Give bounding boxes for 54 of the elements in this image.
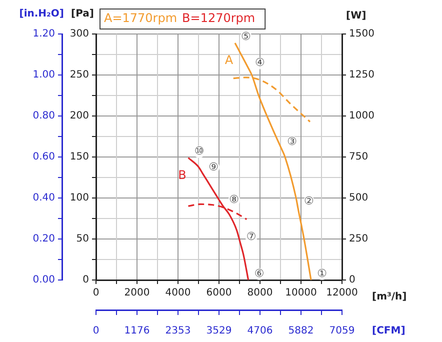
- x-tick-label: 0: [92, 288, 100, 299]
- y2-tick-label: 0: [349, 274, 356, 286]
- y3-tick-label: 1.00: [32, 70, 55, 81]
- annotation: ②: [304, 194, 314, 208]
- annotation: ④: [254, 56, 265, 70]
- y2-tick-label: 1000: [349, 110, 374, 122]
- y-tick-label: 150: [70, 152, 89, 163]
- x-tick-label: 6000: [206, 288, 232, 299]
- text: B=1270rpm: [182, 11, 256, 26]
- annotation: ⑨: [208, 160, 219, 174]
- series-label: B: [178, 168, 186, 182]
- y-tick-label: 100: [70, 192, 89, 204]
- annotation: ⑩: [194, 144, 204, 158]
- y3-tick-label: 0.20: [32, 234, 55, 245]
- annotation: ⑧: [229, 193, 240, 206]
- y3-axis-title: [in.H₂O]: [19, 8, 64, 20]
- y3-tick-label: 0.00: [32, 274, 55, 286]
- annotation: ①: [317, 266, 328, 280]
- annotation: ③: [287, 134, 298, 148]
- y3-tick-label: 1.20: [32, 28, 55, 40]
- x-axis-title: [m³/h]: [372, 292, 407, 303]
- y3-tick-label: 0.60: [32, 152, 55, 163]
- x2-tick-label: 5882: [288, 326, 314, 337]
- x2-tick-label: 1176: [124, 326, 150, 337]
- y2-tick-label: 1500: [349, 28, 374, 40]
- x2-axis-title: [CFM]: [372, 326, 406, 337]
- y-tick-label: 300: [70, 28, 89, 40]
- y-tick-label: 200: [70, 110, 89, 122]
- y2-tick-label: 750: [349, 152, 368, 163]
- y-tick-label: 250: [70, 70, 89, 81]
- x-tick-label: 10000: [285, 288, 317, 299]
- x-tick-label: 4000: [165, 288, 191, 299]
- y2-axis-title: [W]: [346, 10, 366, 22]
- y-axis-title: [Pa]: [71, 8, 94, 20]
- y2-tick-label: 1250: [349, 70, 374, 81]
- y-tick-label: 50: [76, 234, 89, 245]
- x-tick-label: 2000: [124, 288, 150, 299]
- annotation: ⑤: [241, 30, 252, 43]
- text: A=1770rpm: [104, 11, 178, 26]
- series-label: A: [224, 53, 234, 68]
- y3-tick-label: 0.80: [32, 110, 55, 122]
- y2-tick-label: 250: [349, 234, 368, 245]
- y-tick-label: 0: [82, 274, 89, 286]
- x2-tick-label: 3529: [206, 326, 232, 337]
- x2-tick-label: 0: [92, 326, 100, 337]
- x-tick-label: 12000: [326, 288, 358, 299]
- x2-tick-label: 7059: [329, 326, 355, 337]
- x2-tick-label: 4706: [247, 326, 273, 337]
- annotation: ⑦: [246, 230, 256, 243]
- annotation: ⑥: [254, 266, 264, 280]
- y2-tick-label: 500: [349, 192, 368, 204]
- x-tick-label: 8000: [247, 288, 273, 299]
- x2-tick-label: 2353: [165, 326, 191, 337]
- y3-tick-label: 0.40: [32, 192, 55, 204]
